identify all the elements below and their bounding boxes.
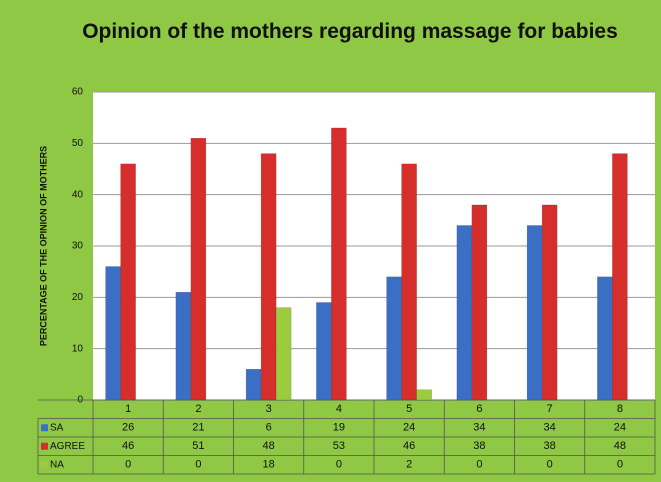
x-tick-label: 6 — [476, 403, 482, 415]
bar — [331, 127, 347, 401]
bar — [541, 204, 558, 401]
table-value: 48 — [614, 440, 626, 452]
bar — [401, 163, 417, 401]
y-tick-label: 50 — [72, 138, 84, 149]
legend-swatch — [41, 461, 48, 469]
table-value: 34 — [473, 422, 485, 434]
table-value: 19 — [333, 422, 345, 434]
table-value: 38 — [544, 440, 556, 452]
bar — [120, 163, 136, 401]
table-value: 0 — [617, 459, 623, 471]
legend-label: AGREE — [50, 441, 85, 452]
x-tick-label: 5 — [406, 403, 412, 415]
bar — [245, 368, 262, 401]
bar — [386, 276, 402, 401]
bar — [105, 266, 121, 401]
x-tick-label: 2 — [195, 403, 201, 415]
table-value: 0 — [336, 459, 342, 471]
bar — [471, 204, 488, 401]
y-tick-label: 20 — [72, 292, 84, 303]
table-value: 51 — [192, 440, 204, 452]
legend-label: SA — [50, 422, 64, 433]
bar — [260, 153, 277, 401]
table-value: 24 — [614, 422, 626, 434]
y-tick-label: 10 — [72, 343, 84, 354]
table-value: 38 — [473, 440, 485, 452]
table-value: 46 — [122, 440, 134, 452]
table-value: 34 — [544, 422, 556, 434]
table-value: 0 — [547, 459, 553, 471]
bar — [316, 302, 332, 401]
table-value: 18 — [263, 459, 275, 471]
bar — [597, 276, 613, 401]
x-tick-label: 1 — [125, 403, 131, 415]
table-value: 2 — [406, 459, 412, 471]
table-value: 0 — [125, 459, 131, 471]
bar — [275, 307, 292, 401]
x-tick-label: 8 — [617, 403, 623, 415]
table-value: 48 — [263, 440, 275, 452]
x-tick-label: 3 — [266, 403, 272, 415]
table-value: 21 — [192, 422, 204, 434]
table-value: 24 — [403, 422, 415, 434]
legend-swatch — [41, 442, 48, 450]
title-box: Opinion of the mothers regarding massage… — [82, 20, 618, 43]
chart-title: Opinion of the mothers regarding massage… — [82, 20, 618, 43]
table-value: 0 — [195, 459, 201, 471]
legend-label: NA — [50, 459, 64, 470]
bar — [456, 225, 473, 401]
bar — [612, 153, 628, 401]
table-value: 0 — [476, 459, 482, 471]
y-tick-label: 30 — [72, 241, 84, 252]
y-tick-label: 60 — [72, 87, 84, 98]
y-axis-label: PERCENTAGE OF THE OPINION OF MOTHERS — [38, 146, 48, 346]
table-value: 26 — [122, 422, 134, 434]
legend-swatch — [41, 424, 48, 432]
bar — [526, 225, 543, 401]
table-value: 6 — [266, 422, 272, 434]
table-value: 46 — [403, 440, 415, 452]
bar — [175, 291, 192, 401]
x-tick-label: 7 — [547, 403, 553, 415]
table-value: 53 — [333, 440, 345, 452]
bar — [416, 389, 432, 401]
x-tick-label: 4 — [336, 403, 342, 415]
bar — [190, 137, 207, 401]
y-tick-label: 40 — [72, 189, 84, 200]
